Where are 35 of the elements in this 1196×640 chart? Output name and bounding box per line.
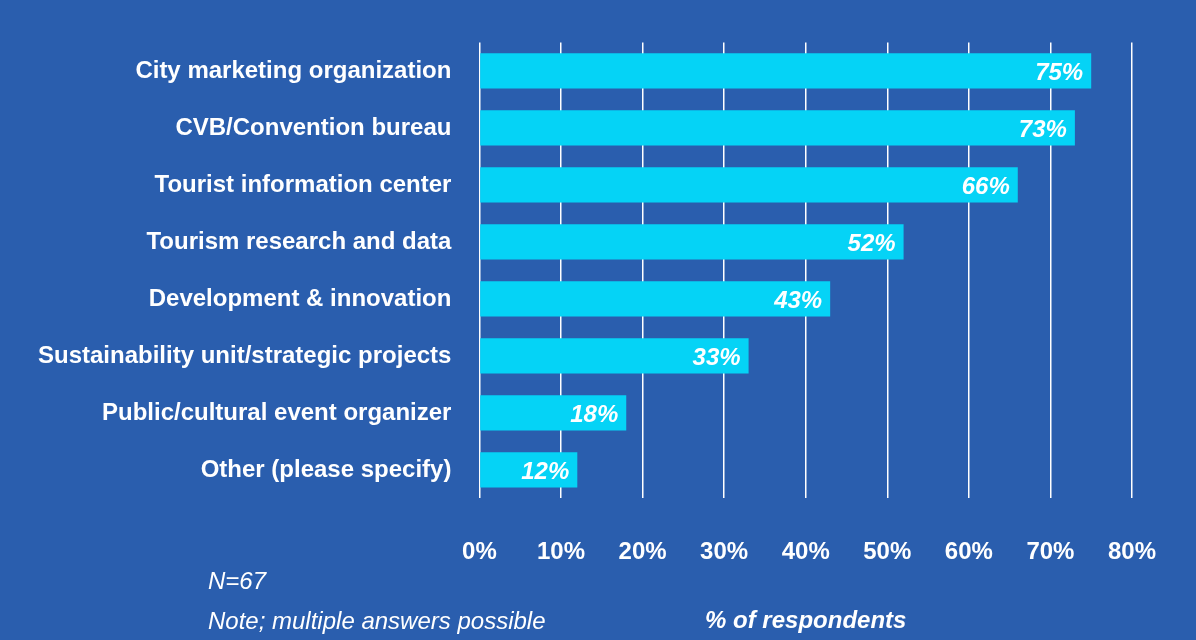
- x-tick-label: 30%: [700, 537, 749, 565]
- data-label: 66%: [961, 171, 1010, 199]
- data-label: 33%: [692, 342, 741, 370]
- bar: [480, 110, 1075, 146]
- x-tick-label: 40%: [781, 537, 830, 565]
- data-label: 73%: [1018, 114, 1067, 142]
- x-tick-label: 10%: [536, 537, 586, 565]
- x-tick-label: 80%: [1107, 537, 1157, 565]
- data-label: 18%: [570, 399, 619, 427]
- x-tick-label: 0%: [462, 537, 497, 565]
- bar: [480, 338, 749, 374]
- text: Note; multiple answers possible: [208, 606, 546, 634]
- x-tick-label: 60%: [944, 537, 993, 565]
- bar: [480, 53, 1092, 89]
- x-tick-label: 50%: [863, 537, 912, 565]
- bar: [480, 281, 831, 317]
- y-tick-label: Tourism research and data: [146, 226, 453, 254]
- bar: [480, 167, 1018, 203]
- data-label: 43%: [773, 285, 823, 313]
- data-label: 75%: [1035, 57, 1084, 85]
- x-tick-label: 70%: [1026, 537, 1075, 565]
- y-tick-label: Other (please specify): [200, 454, 452, 482]
- bar: [480, 224, 904, 260]
- y-tick-label: Sustainability unit/strategic projects: [37, 340, 452, 368]
- y-tick-label: Development & innovation: [148, 283, 452, 311]
- x-axis-title: % of respondents: [705, 606, 907, 634]
- text: N=67: [208, 566, 268, 594]
- y-tick-label: Tourist information center: [154, 169, 452, 197]
- data-label: 12%: [521, 456, 570, 484]
- y-tick-label: Public/cultural event organizer: [102, 397, 452, 425]
- x-tick-label: 20%: [618, 537, 667, 565]
- y-tick-label: CVB/Convention bureau: [175, 112, 452, 140]
- bar: [480, 395, 627, 431]
- data-label: 52%: [847, 228, 896, 256]
- y-tick-label: City marketing organization: [135, 55, 452, 83]
